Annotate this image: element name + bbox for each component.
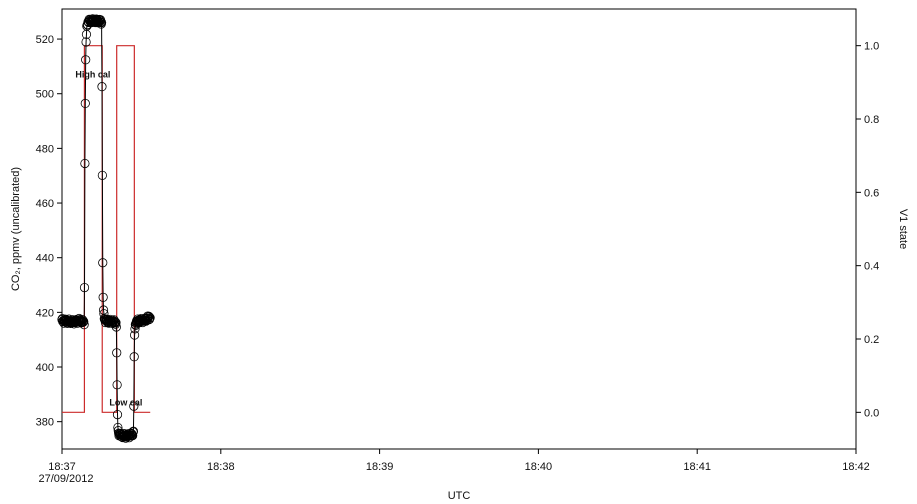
x-tick-label: 18:37 <box>48 461 76 473</box>
x-tick-label: 18:38 <box>207 461 235 473</box>
co2-point <box>79 316 89 327</box>
v1-state-line <box>62 45 151 413</box>
co2-point <box>128 430 138 441</box>
co2-point <box>98 258 108 268</box>
y-axis-left-title: CO₂, ppmv (uncalibrated) <box>10 167 22 291</box>
co2-point <box>97 170 107 180</box>
annotation-label: Low cal <box>109 397 142 407</box>
y-left-tick-label: 420 <box>36 307 54 319</box>
y-axis-right-title: V1 state <box>897 209 909 249</box>
co2-point <box>129 401 139 411</box>
x-axis-date-label: 27/09/2012 <box>38 473 93 485</box>
x-tick-label: 18:41 <box>683 461 711 473</box>
co2-point <box>80 158 90 169</box>
co2-point <box>112 380 122 390</box>
co2-point <box>111 318 121 328</box>
co2-point <box>112 409 123 420</box>
co2-point <box>79 320 89 330</box>
y-right-tick-label: 0.4 <box>864 261 879 273</box>
y-right-tick-label: 0.8 <box>864 114 879 126</box>
x-axis-title: UTC <box>448 490 471 502</box>
co2-point <box>97 82 107 92</box>
y-axis-right: 0.0 0.2 0.4 0.6 0.8 1.0 <box>856 41 879 419</box>
y-left-tick-label: 440 <box>36 253 54 265</box>
co2-point <box>98 292 108 302</box>
y-right-tick-label: 0.2 <box>864 334 879 346</box>
y-left-tick-label: 400 <box>36 362 54 374</box>
x-tick-label: 18:40 <box>525 461 553 473</box>
series-layer <box>57 14 155 443</box>
x-tick-label: 18:42 <box>842 461 870 473</box>
y-right-tick-label: 0.6 <box>864 187 879 199</box>
x-axis: 18:37 18:38 18:39 18:40 18:41 18:42 <box>48 449 870 473</box>
co2-point <box>129 352 139 362</box>
y-right-tick-label: 1.0 <box>864 41 879 53</box>
co2-point <box>111 322 121 332</box>
co2-point <box>96 17 107 28</box>
annotation-layer: High cal Low cal <box>75 69 142 407</box>
co2-point <box>80 98 90 109</box>
y-left-tick-label: 500 <box>36 89 54 101</box>
plot-frame <box>61 8 857 450</box>
co2-line <box>61 17 151 439</box>
co2-point <box>81 37 91 47</box>
y-left-tick-label: 520 <box>36 34 54 46</box>
annotation-label: High cal <box>75 69 110 79</box>
co2-point <box>112 348 122 358</box>
co2-point <box>144 311 154 321</box>
y-right-tick-label: 0.0 <box>864 407 879 419</box>
x-tick-label: 18:39 <box>366 461 394 473</box>
co2-point <box>128 426 139 436</box>
y-left-tick-label: 480 <box>36 143 54 155</box>
y-left-tick-label: 380 <box>36 417 54 429</box>
co2-point <box>81 55 91 65</box>
co2-point <box>145 313 155 323</box>
y-left-tick-label: 460 <box>36 198 54 210</box>
co2-point <box>129 330 140 340</box>
co2-point <box>79 282 90 293</box>
y-axis-left: 380 400 420 440 460 480 500 520 <box>36 34 62 429</box>
